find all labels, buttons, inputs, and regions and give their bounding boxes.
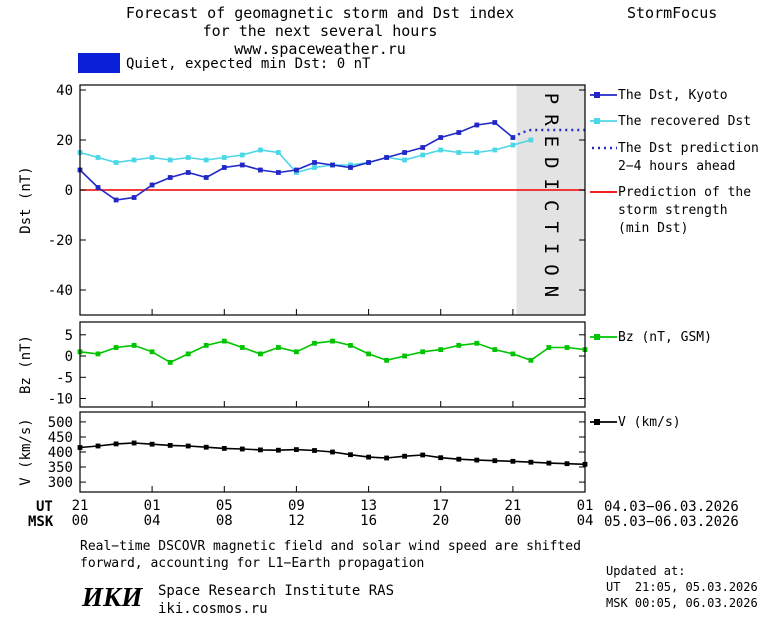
bz-line <box>79 340 586 364</box>
legend-prediction-label-2: 2−4 hours ahead <box>618 159 736 174</box>
status-label: Quiet, expected min Dst: 0 nT <box>126 56 371 72</box>
institute-site: iki.cosmos.ru <box>158 601 268 617</box>
y-tick-label: 300 <box>48 475 73 491</box>
ut-tick-label: 01 <box>577 498 594 514</box>
ut-tick-label: 13 <box>360 498 377 514</box>
footer-note-line1: Real−time DSCOVR magnetic field and sola… <box>80 539 581 554</box>
ut-tick-label: 21 <box>504 498 521 514</box>
page-title-line2: for the next several hours <box>202 22 438 40</box>
legend-bz-label: Bz (nT, GSM) <box>618 330 712 345</box>
status-color-box <box>78 53 120 73</box>
y-tick-label: -5 <box>56 370 73 386</box>
page-title-line1: Forecast of geomagnetic storm and Dst in… <box>125 4 515 22</box>
msk-date-range: 05.03−06.03.2026 <box>604 514 739 530</box>
y-tick-label: 450 <box>48 430 73 446</box>
legend-storm-label-1: Prediction of the <box>618 185 752 200</box>
y-axis-title: Bz (nT) <box>18 335 34 394</box>
y-tick-label: 0 <box>65 349 73 365</box>
msk-tick-label: 12 <box>288 513 305 529</box>
updated-ut: UT 21:05, 05.03.2026 <box>606 580 758 594</box>
ut-tick-label: 05 <box>216 498 233 514</box>
page-title-line3: www.spaceweather.ru <box>234 40 406 58</box>
msk-tick-label: 00 <box>504 513 521 529</box>
msk-tick-label: 08 <box>216 513 233 529</box>
y-tick-label: -20 <box>48 233 73 249</box>
y-tick-label: 350 <box>48 460 73 476</box>
legend-recovered-label: The recovered Dst <box>618 114 752 129</box>
dst-kyoto-line <box>79 121 514 201</box>
dst-recovered-line <box>79 139 532 174</box>
y-axis-title: V (km/s) <box>18 418 34 485</box>
legend-dst-kyoto-label: The Dst, Kyoto <box>618 88 728 103</box>
ut-tick-label: 21 <box>72 498 89 514</box>
plot-frame <box>79 321 586 408</box>
prediction-band-label: PREDICTION <box>540 93 562 307</box>
ut-date-range: 04.03−06.03.2026 <box>604 499 739 515</box>
dst-prediction-line <box>512 128 585 139</box>
y-tick-label: 5 <box>65 328 73 344</box>
prediction-band <box>516 85 585 315</box>
ut-tick-label: 09 <box>288 498 305 514</box>
msk-tick-label: 04 <box>577 513 594 529</box>
msk-tick-label: 04 <box>144 513 161 529</box>
legend-prediction-label-1: The Dst prediction <box>618 141 759 156</box>
msk-tick-label: 00 <box>72 513 89 529</box>
msk-tick-label: 16 <box>360 513 377 529</box>
institute-name: Space Research Institute RAS <box>158 583 395 599</box>
updated-label: Updated at: <box>606 564 686 578</box>
y-tick-label: 500 <box>48 415 73 431</box>
iki-logo: ИКИ <box>82 582 143 612</box>
y-tick-label: -10 <box>48 392 73 408</box>
legend-v-label: V (km/s) <box>618 415 681 430</box>
msk-tick-label: 20 <box>432 513 449 529</box>
legend-storm-label-3: (min Dst) <box>618 221 689 236</box>
y-axis-title: Dst (nT) <box>18 166 34 233</box>
y-tick-label: 400 <box>48 445 73 461</box>
ut-row-label: UT <box>36 499 53 515</box>
updated-msk: MSK 00:05, 06.03.2026 <box>606 596 758 610</box>
ut-tick-label: 17 <box>432 498 449 514</box>
plot-frame <box>79 84 586 316</box>
brand-stormfocus: StormFocus <box>627 4 718 22</box>
y-tick-label: -40 <box>48 283 73 299</box>
y-tick-label: 40 <box>56 83 73 99</box>
msk-row-label: MSK <box>28 514 54 530</box>
y-tick-label: 0 <box>65 183 73 199</box>
footer-note-line2: forward, accounting for L1−Earth propaga… <box>80 556 425 571</box>
ut-tick-label: 01 <box>144 498 161 514</box>
y-tick-label: 20 <box>56 133 73 149</box>
legend-storm-label-2: storm strength <box>618 203 728 218</box>
